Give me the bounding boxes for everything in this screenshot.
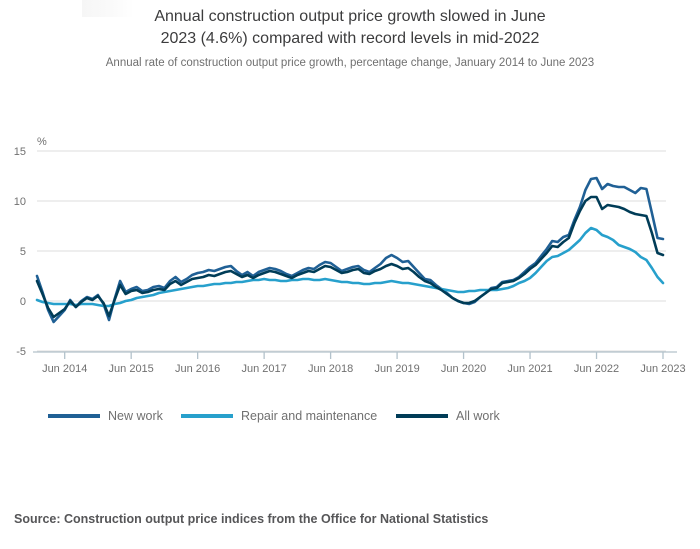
legend-swatch (396, 414, 448, 418)
x-tick-label: Jun 2021 (507, 363, 552, 375)
x-tick-label: Jun 2016 (175, 363, 220, 375)
chart-legend: New work Repair and maintenance All work (0, 403, 700, 429)
y-tick-label: 15 (14, 146, 26, 158)
x-tick-label: Jun 2014 (42, 363, 87, 375)
legend-label: New work (108, 409, 163, 423)
source-text: Source: Construction output price indice… (14, 512, 489, 526)
x-tick-label: Jun 2020 (441, 363, 486, 375)
x-tick-label: Jun 2017 (241, 363, 286, 375)
x-tick-label: Jun 2015 (109, 363, 154, 375)
series-line-repair-and-maintenance (35, 226, 665, 308)
x-tick-label: Jun 2019 (374, 363, 419, 375)
page-title: Annual construction output price growth … (25, 6, 675, 49)
y-tick-label: 0 (20, 296, 26, 308)
legend-label: All work (456, 409, 500, 423)
line-chart: 15 10 5 0 -5% Jun 2014 Jun 2015 Jun 2016 Jun 201… (14, 136, 686, 375)
series-line-new-work (35, 176, 665, 324)
legend-item-repair-and-maintenance: Repair and maintenance (181, 403, 377, 429)
legend-swatch (181, 414, 233, 418)
chart-subtitle: Annual rate of construction output price… (105, 57, 595, 69)
title-line-2: 2023 (4.6%) compared with record levels … (160, 29, 540, 47)
x-tick-label: Jun 2023 (640, 363, 685, 375)
series-line-all-work (35, 195, 665, 319)
legend-label: Repair and maintenance (241, 409, 378, 423)
y-tick-label: -5 (16, 346, 26, 358)
y-tick-label: 5 (20, 246, 26, 258)
legend-swatch (48, 414, 100, 418)
title-line-1: Annual construction output price growth … (154, 8, 546, 25)
partial-logo-fragment (82, 0, 134, 17)
legend-item-new-work: New work (48, 403, 163, 429)
y-tick-label: 10 (14, 196, 26, 208)
legend-item-all-work: All work (396, 403, 500, 429)
x-tick-label: Jun 2022 (574, 363, 619, 375)
x-tick-label: Jun 2018 (308, 363, 353, 375)
y-axis-unit-label: % (37, 136, 47, 148)
